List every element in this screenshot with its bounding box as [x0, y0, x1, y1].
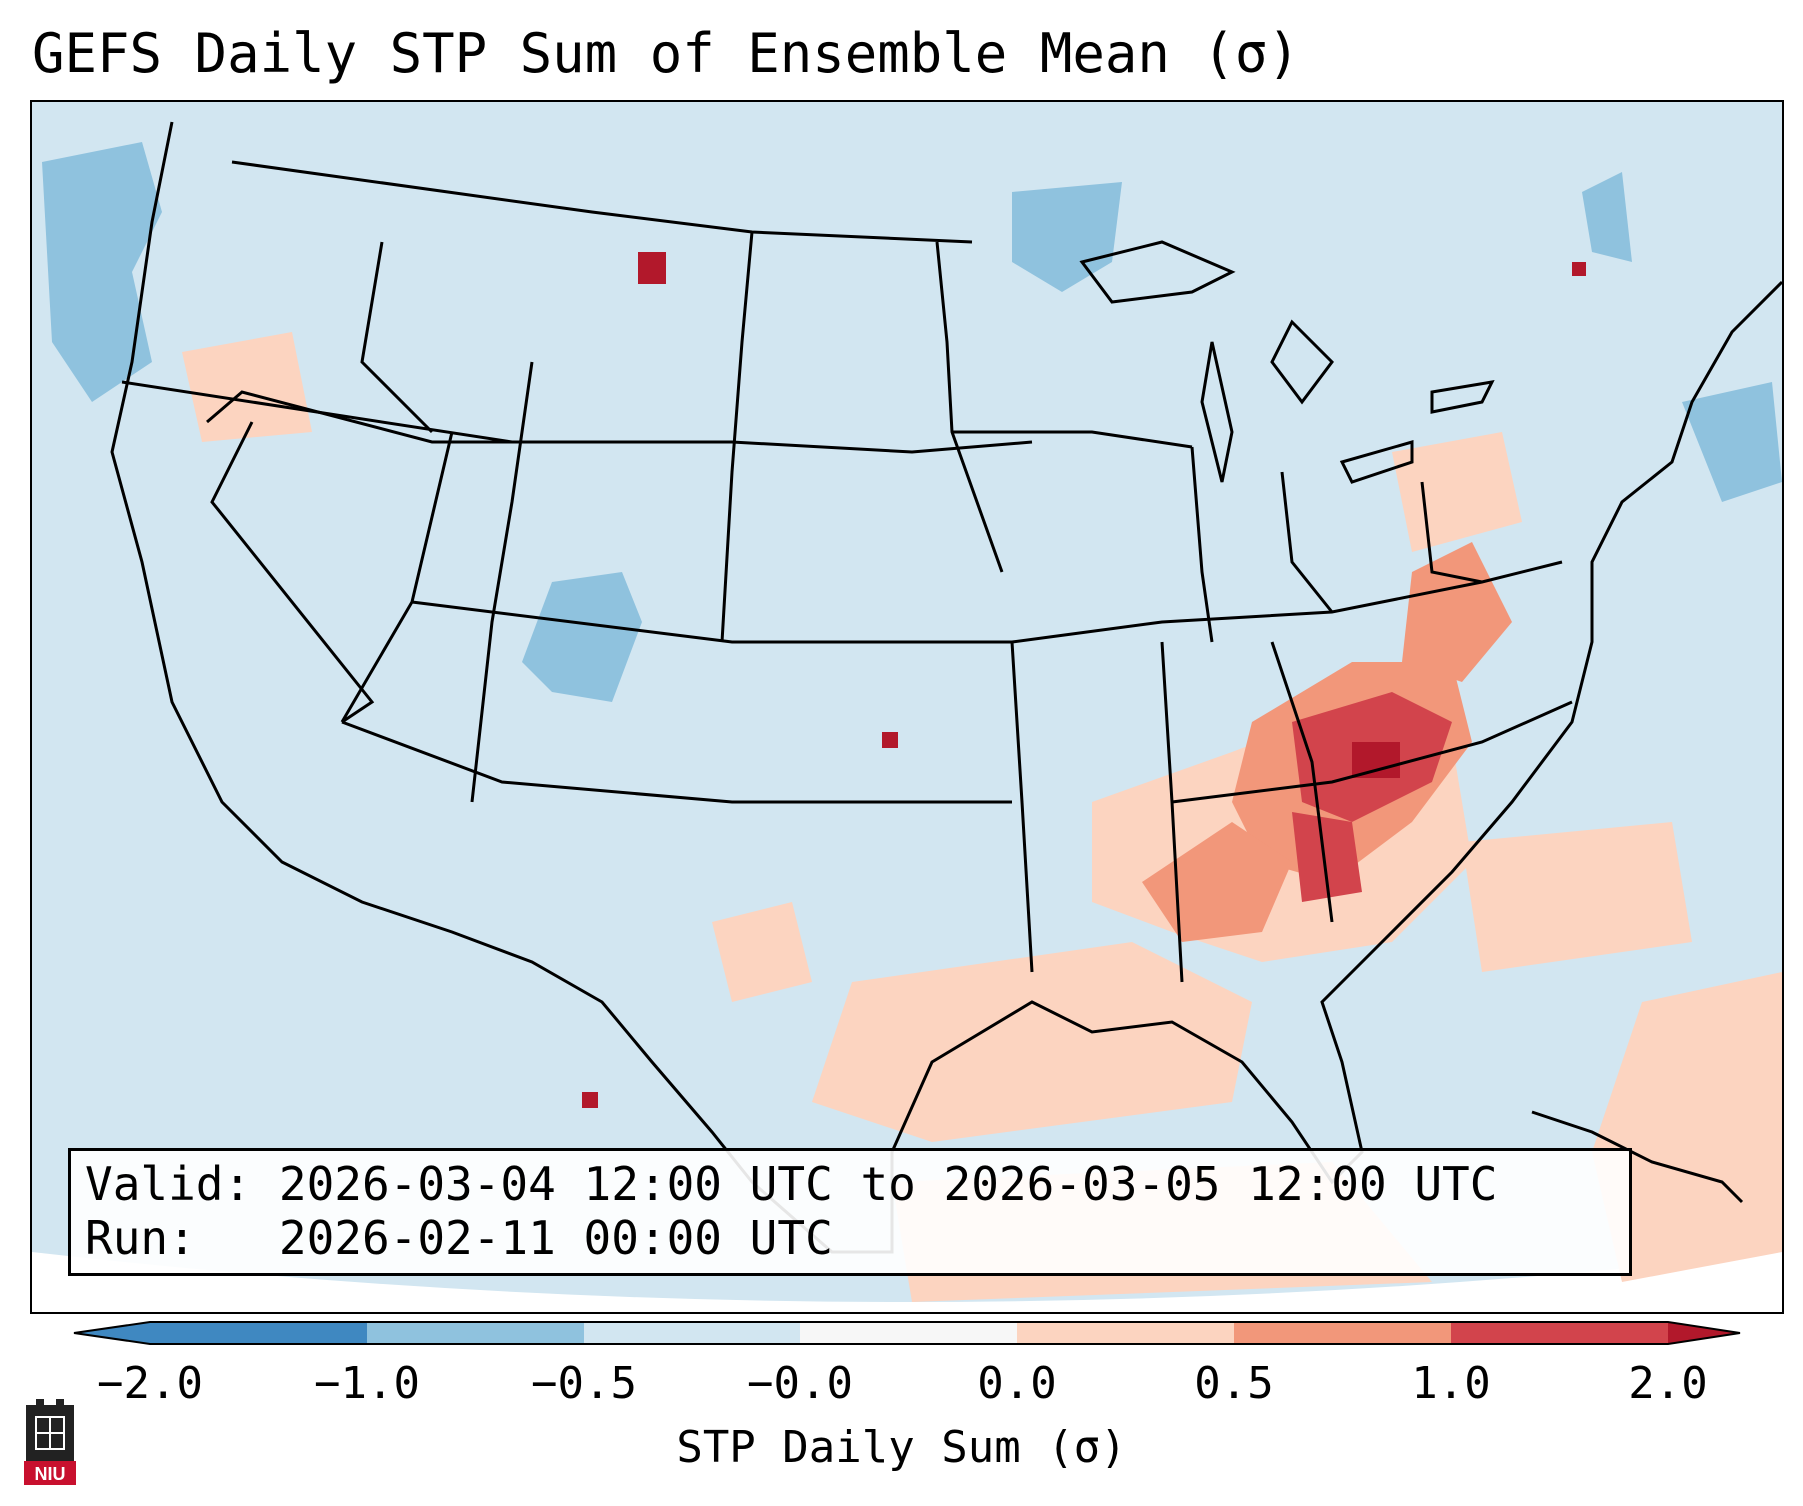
boundary-mn-dakota	[935, 241, 1004, 573]
us-canada-border-west	[231, 160, 973, 244]
colorbar-bin-7	[1451, 1322, 1668, 1344]
boundary-ga-sc	[1270, 641, 1334, 923]
blue-area-pacific-nw	[42, 142, 162, 402]
max-cell-mexico	[582, 1092, 598, 1108]
boundary-az-tx-latitude	[341, 720, 1012, 804]
map-panel	[30, 100, 1784, 1314]
boundary-utah-colorado	[470, 361, 534, 803]
boundary-idaho	[360, 241, 434, 434]
colorbar-tick-label: −1.0	[314, 1358, 420, 1409]
max-cell-montana	[638, 252, 666, 284]
colorbar-bin-1	[150, 1322, 367, 1344]
max-positive-regions	[582, 252, 1586, 1108]
colorbar-bin-6	[1234, 1322, 1451, 1344]
light-area-oregon	[182, 332, 312, 442]
colorbar-tick-label: 2.0	[1628, 1358, 1708, 1409]
colorbar-tick-label: −0.0	[747, 1358, 853, 1409]
colorbar-bin-2	[367, 1322, 584, 1344]
colorbar-tick-label: −0.5	[531, 1358, 637, 1409]
colorbar-tick-label: 0.0	[977, 1358, 1057, 1409]
colorbar-tick-label: 0.5	[1194, 1358, 1274, 1409]
light-area-atlantic	[1462, 822, 1692, 972]
colorbar-bin-3	[584, 1322, 800, 1344]
blue-area-atlantic	[1682, 382, 1782, 502]
boundary-ok-ar-la	[1010, 641, 1034, 973]
boundary-nevada-california	[210, 421, 375, 724]
projection-domain	[32, 102, 1782, 1302]
boundary-pa-md	[1420, 481, 1483, 584]
boundary-iowa-north	[952, 430, 1193, 449]
cuba-coastline	[1531, 1110, 1744, 1204]
light-area-pennsylvania	[1392, 432, 1522, 552]
max-cell-oklahoma	[882, 732, 898, 748]
boundary-nevada-north	[206, 390, 522, 444]
run-label: Run:	[85, 1211, 196, 1265]
boundary-ohio	[1280, 471, 1334, 613]
colorbar-tick-label: 1.0	[1411, 1358, 1491, 1409]
state-boundaries	[110, 121, 1782, 1254]
lake-huron	[1270, 319, 1334, 405]
colorbar-min-extend	[74, 1322, 150, 1344]
run-time: 2026-02-11 00:00 UTC	[278, 1211, 833, 1265]
light-area-gulf	[812, 942, 1252, 1142]
blue-area-colorado	[522, 572, 642, 702]
colorbar-label: STP Daily Sum (σ)	[676, 1422, 1127, 1473]
validity-info-box: Valid: 2026-03-04 12:00 UTC to 2026-03-0…	[68, 1148, 1632, 1276]
boundary-oregon-idaho-latitude	[121, 380, 1033, 454]
valid-time: 2026-03-04 12:00 UTC to 2026-03-05 12:00…	[278, 1157, 1498, 1211]
map-canvas	[32, 102, 1782, 1302]
lake-ontario	[1430, 380, 1495, 414]
colorbar-bin-4	[800, 1322, 1017, 1344]
max-cell-maine	[1572, 262, 1586, 276]
colorbar-bin-5	[1017, 1322, 1234, 1344]
chart-title: GEFS Daily STP Sum of Ensemble Mean (σ)	[32, 22, 1300, 85]
valid-line: Valid: 2026-03-04 12:00 UTC to 2026-03-0…	[85, 1157, 1615, 1211]
colorbar	[73, 1321, 1741, 1345]
light-area-texas	[712, 902, 812, 1002]
blue-area-quebec	[1582, 172, 1632, 262]
logo-text: NIU	[35, 1464, 66, 1484]
great-lakes	[1079, 240, 1495, 484]
lake-michigan	[1200, 341, 1234, 483]
run-line: Run: 2026-02-11 00:00 UTC	[85, 1211, 1615, 1265]
boundary-tn-nc-latitude	[1171, 700, 1573, 804]
coastline	[110, 121, 1782, 1254]
lake-erie	[1339, 440, 1414, 484]
blue-area-ontario	[1012, 182, 1122, 292]
boundary-co-nm-latitude	[411, 600, 1012, 644]
mid-area-virginia	[1402, 542, 1512, 682]
high-area-georgia	[1292, 812, 1362, 902]
niu-logo: NIU	[24, 1399, 76, 1485]
colorbar-outline	[73, 1321, 1741, 1345]
boundary-wy-sd	[720, 231, 754, 643]
colorbar-tick-label: −2.0	[97, 1358, 203, 1409]
colorbar-max-extend	[1668, 1322, 1740, 1344]
max-cell-sc	[1352, 742, 1400, 778]
valid-label: Valid:	[85, 1157, 252, 1211]
boundary-il-in	[1190, 446, 1214, 643]
negative-anomaly-regions	[42, 142, 1782, 702]
lake-superior	[1079, 240, 1236, 304]
light-area-caribbean	[1592, 972, 1782, 1282]
